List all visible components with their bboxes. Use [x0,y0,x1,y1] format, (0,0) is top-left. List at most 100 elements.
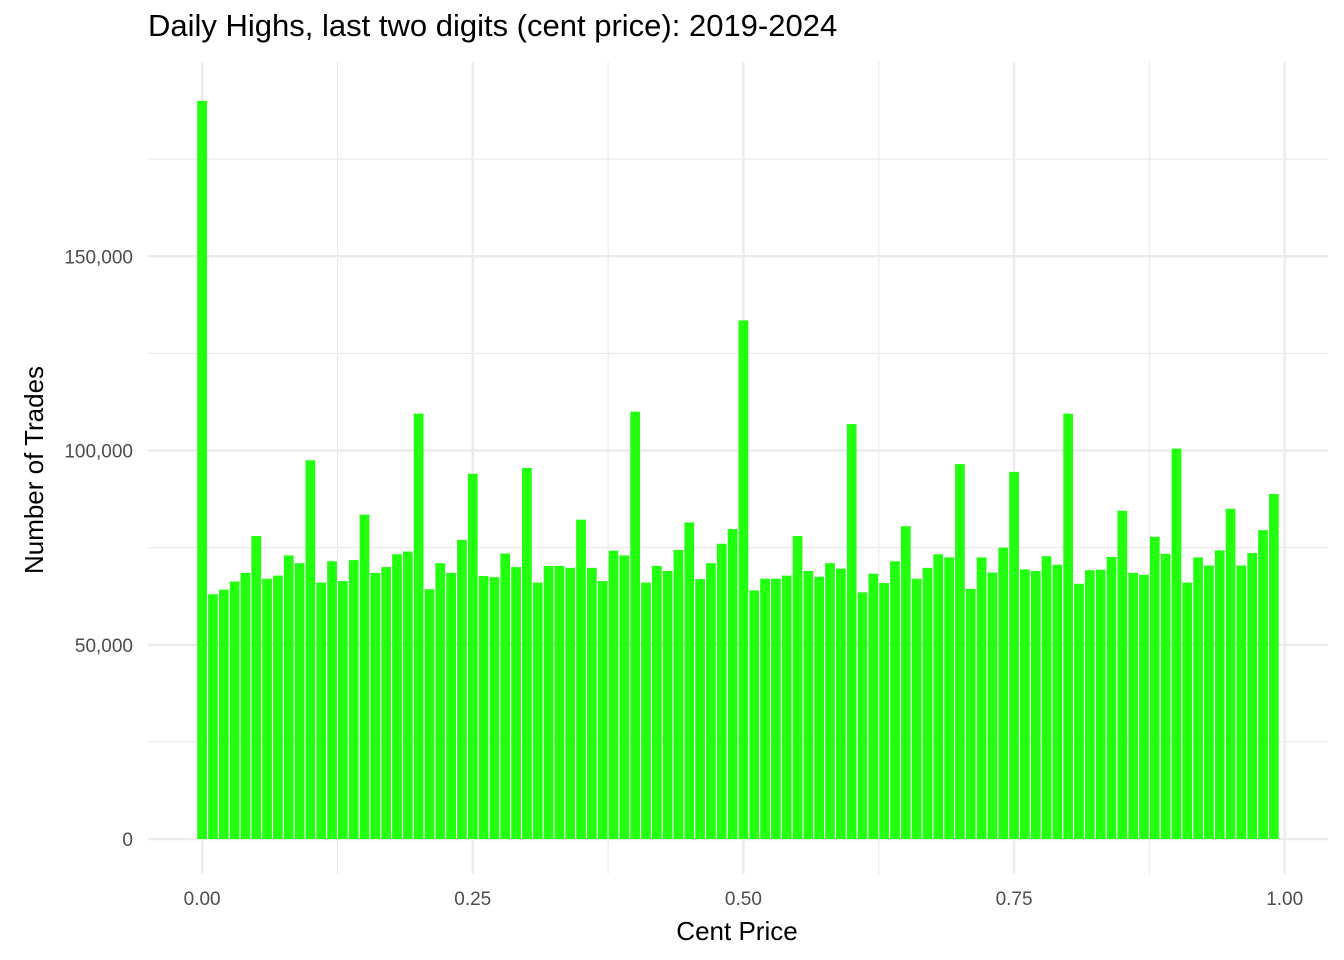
bar [1182,582,1193,840]
bar [522,468,532,840]
x-axis-ticks: 0.00 0.25 0.50 0.75 1.00 [184,889,1304,910]
bar [792,535,803,840]
bar [1030,570,1041,840]
bar [1225,508,1236,840]
bar [1084,570,1095,840]
bar [1074,583,1084,840]
bar [608,550,619,840]
bar [337,581,348,840]
bars [197,100,1279,840]
bar [316,582,327,840]
bar [1236,565,1247,840]
bar [359,514,370,840]
bar [965,588,976,840]
bar [771,578,781,840]
bar [1041,556,1052,840]
bar [998,547,1009,840]
bar [327,561,337,840]
bar [467,473,478,840]
bar [597,581,608,840]
bar [1106,556,1117,840]
bar [457,539,467,840]
y-tick-label: 0 [122,830,133,851]
bar [229,581,240,840]
bar [1171,448,1182,840]
bar [1204,565,1214,840]
bar [1149,536,1160,840]
y-tick-label: 50,000 [75,636,133,657]
bar [283,555,294,840]
bar [262,578,272,840]
bar [879,583,890,840]
bar [835,568,846,840]
y-axis-ticks: 0 50,000 100,000 150,000 [64,247,133,851]
bar [348,560,359,840]
bar [706,563,716,840]
bar [1160,553,1171,840]
bar [424,589,435,840]
x-tick-label: 0.75 [996,889,1033,910]
bar [413,413,424,840]
bar [197,100,207,840]
bar [500,553,511,840]
bar [1258,530,1268,840]
bar [641,582,651,840]
x-tick-label: 0.50 [725,889,762,910]
bar [944,557,954,840]
bar [1139,574,1149,840]
bar [402,551,413,840]
bar [489,577,500,840]
bar [294,563,305,840]
bar [619,555,630,840]
bar [532,582,543,840]
bar [1063,413,1074,840]
x-tick-label: 1.00 [1266,889,1303,910]
bar [370,572,381,840]
bar [478,576,489,840]
bar [1020,569,1030,840]
bar [825,563,835,840]
bar [586,567,597,840]
bar [890,561,900,840]
bar [446,572,456,840]
bar [554,565,565,840]
bar [933,554,944,840]
bar [630,411,641,840]
bar [218,589,229,840]
x-tick-label: 0.25 [454,889,491,910]
bar [662,570,673,840]
bar [727,528,738,840]
bar [673,549,684,840]
bar [846,424,857,840]
bar [1247,553,1258,840]
bar [955,464,965,840]
bar [749,590,760,840]
y-tick-label: 100,000 [64,442,133,463]
bar [976,557,987,840]
bar [1117,510,1128,840]
bar [651,565,662,840]
bar [911,578,922,840]
bar [435,563,446,840]
bar [543,565,554,840]
x-axis-title: Cent Price [676,916,797,946]
bar [1052,564,1063,840]
y-tick-label: 150,000 [64,247,133,268]
chart-title: Daily Highs, last two digits (cent price… [148,8,838,43]
bar [803,570,814,840]
bar [760,578,770,840]
x-tick-label: 0.00 [184,889,221,910]
bar [1128,572,1139,840]
bar [1009,471,1019,840]
bar [511,567,521,840]
bar [922,567,933,840]
bar [738,320,749,840]
bar [695,579,705,840]
bar [900,526,911,840]
bar [565,567,576,840]
bar [814,576,825,840]
bar [576,519,586,840]
bar [273,575,283,840]
bar [381,567,392,840]
